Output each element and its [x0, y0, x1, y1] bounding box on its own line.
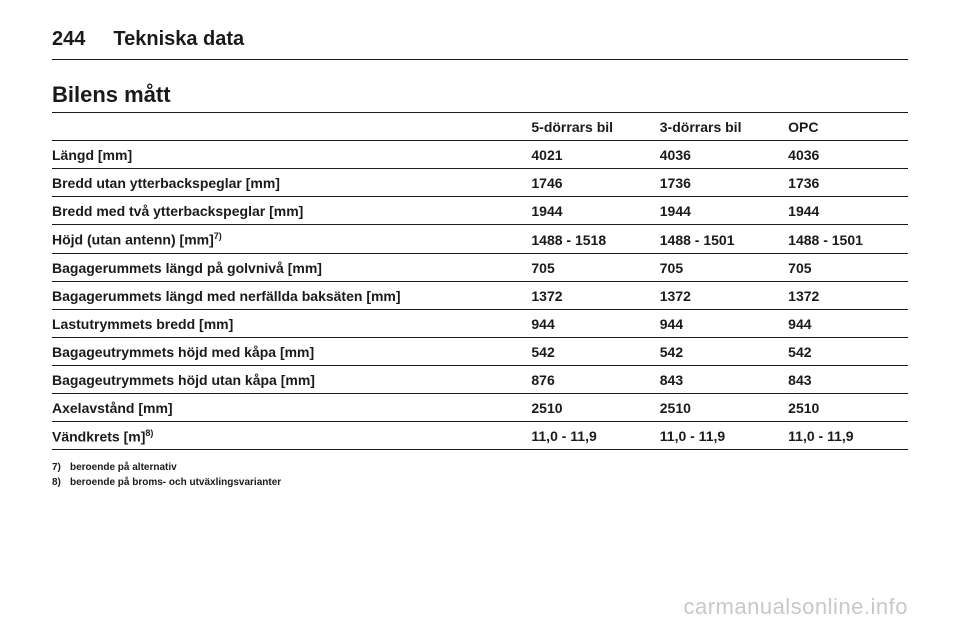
- col-header-5door: 5-dörrars bil: [531, 113, 659, 141]
- col-header-opc: OPC: [788, 113, 908, 141]
- row-label: Vändkrets [m]8): [52, 421, 531, 450]
- table-title: Bilens mått: [52, 82, 908, 108]
- table-body: Längd [mm]402140364036Bredd utan ytterba…: [52, 141, 908, 450]
- row-value: 542: [660, 337, 788, 365]
- row-value: 705: [531, 253, 659, 281]
- row-value: 1372: [660, 281, 788, 309]
- footnote-text: beroende på broms- och utväxlingsvariant…: [70, 475, 281, 490]
- section-title: Tekniska data: [113, 28, 244, 51]
- row-value: 1944: [531, 197, 659, 225]
- row-value: 705: [788, 253, 908, 281]
- row-value: 542: [788, 337, 908, 365]
- row-value: 542: [531, 337, 659, 365]
- row-value: 1736: [788, 169, 908, 197]
- header-divider: [52, 59, 908, 60]
- row-value: 1944: [660, 197, 788, 225]
- watermark: carmanualsonline.info: [683, 594, 908, 620]
- row-label: Höjd (utan antenn) [mm]7): [52, 225, 531, 254]
- table-row: Bagageutrymmets höjd med kåpa [mm]542542…: [52, 337, 908, 365]
- col-header-blank: [52, 113, 531, 141]
- row-value: 1372: [788, 281, 908, 309]
- row-value: 11,0 - 11,9: [660, 421, 788, 450]
- row-value: 2510: [788, 393, 908, 421]
- table-row: Bredd med två ytterbackspeglar [mm]19441…: [52, 197, 908, 225]
- footnote-mark: 8): [52, 475, 62, 490]
- row-label: Lastutrymmets bredd [mm]: [52, 309, 531, 337]
- row-label: Bagagerummets längd på golvnivå [mm]: [52, 253, 531, 281]
- row-value: 1488 - 1501: [660, 225, 788, 254]
- row-label: Axelavstånd [mm]: [52, 393, 531, 421]
- footnote: 8) beroende på broms- och utväxlingsvaria…: [52, 475, 908, 490]
- footnote: 7) beroende på alternativ: [52, 460, 908, 475]
- table-row: Bredd utan ytterbackspeglar [mm]17461736…: [52, 169, 908, 197]
- row-value: 705: [660, 253, 788, 281]
- row-value: 1488 - 1518: [531, 225, 659, 254]
- page-number: 244: [52, 28, 85, 51]
- row-value: 1736: [660, 169, 788, 197]
- table-row: Bagagerummets längd med nerfällda baksät…: [52, 281, 908, 309]
- row-value: 1944: [788, 197, 908, 225]
- footnote-text: beroende på alternativ: [70, 460, 177, 475]
- table-row: Vändkrets [m]8)11,0 - 11,911,0 - 11,911,…: [52, 421, 908, 450]
- table-row: Bagageutrymmets höjd utan kåpa [mm]87684…: [52, 365, 908, 393]
- row-value: 11,0 - 11,9: [531, 421, 659, 450]
- page-header: 244 Tekniska data: [52, 28, 908, 51]
- row-value: 944: [788, 309, 908, 337]
- table-header-row: 5-dörrars bil 3-dörrars bil OPC: [52, 113, 908, 141]
- table-row: Lastutrymmets bredd [mm]944944944: [52, 309, 908, 337]
- table-row: Höjd (utan antenn) [mm]7)1488 - 15181488…: [52, 225, 908, 254]
- footnote-mark: 7): [52, 460, 62, 475]
- footnotes: 7) beroende på alternativ 8) beroende på br…: [52, 460, 908, 490]
- row-value: 11,0 - 11,9: [788, 421, 908, 450]
- row-value: 843: [788, 365, 908, 393]
- row-value: 1746: [531, 169, 659, 197]
- row-value: 944: [660, 309, 788, 337]
- row-label: Bagageutrymmets höjd med kåpa [mm]: [52, 337, 531, 365]
- row-value: 4036: [788, 141, 908, 169]
- row-value: 2510: [531, 393, 659, 421]
- row-value: 876: [531, 365, 659, 393]
- row-value: 944: [531, 309, 659, 337]
- row-label: Längd [mm]: [52, 141, 531, 169]
- row-value: 1372: [531, 281, 659, 309]
- dimensions-table: 5-dörrars bil 3-dörrars bil OPC Längd [m…: [52, 112, 908, 450]
- row-label: Bredd utan ytterbackspeglar [mm]: [52, 169, 531, 197]
- row-value: 4021: [531, 141, 659, 169]
- row-label: Bagagerummets längd med nerfällda baksät…: [52, 281, 531, 309]
- row-value: 2510: [660, 393, 788, 421]
- table-row: Bagagerummets längd på golvnivå [mm]7057…: [52, 253, 908, 281]
- row-label: Bredd med två ytterbackspeglar [mm]: [52, 197, 531, 225]
- table-row: Axelavstånd [mm]251025102510: [52, 393, 908, 421]
- col-header-3door: 3-dörrars bil: [660, 113, 788, 141]
- row-value: 4036: [660, 141, 788, 169]
- table-row: Längd [mm]402140364036: [52, 141, 908, 169]
- row-value: 843: [660, 365, 788, 393]
- row-value: 1488 - 1501: [788, 225, 908, 254]
- row-label: Bagageutrymmets höjd utan kåpa [mm]: [52, 365, 531, 393]
